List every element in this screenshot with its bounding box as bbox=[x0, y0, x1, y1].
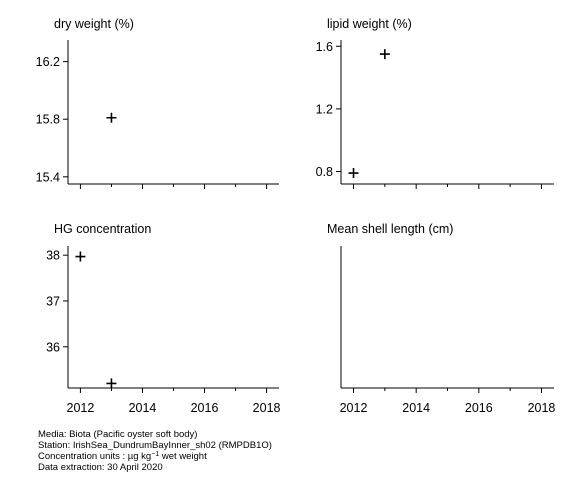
x-tick-label: 2014 bbox=[402, 401, 430, 415]
y-tick-label: 0.8 bbox=[316, 165, 333, 179]
x-tick-label: 2016 bbox=[465, 401, 493, 415]
y-tick-label: 38 bbox=[46, 249, 60, 263]
panel-4: Mean shell length (cm) 2012 2014 2016 2018 bbox=[327, 222, 555, 415]
footer-station: Station: IrishSea_DundrumBayInner_sh02 (… bbox=[38, 440, 272, 451]
x-tick-label: 2014 bbox=[129, 401, 157, 415]
footer-units-sup: −1 bbox=[151, 451, 160, 458]
y-tick-label: 1.2 bbox=[316, 102, 333, 116]
y-tick-label: 37 bbox=[46, 294, 60, 308]
footer-units-prefix: Concentration units : µg kg bbox=[38, 451, 152, 462]
data-point bbox=[106, 378, 117, 389]
footer-media: Media: Biota (Pacific oyster soft body) bbox=[38, 429, 198, 440]
panel-title: HG concentration bbox=[54, 222, 151, 236]
panel-title: lipid weight (%) bbox=[327, 17, 412, 31]
panel-3: HG concentration 36 37 38 2012 2014 2016 2018 bbox=[46, 222, 280, 415]
footer-units: Concentration units : µg kg−1 wet weight bbox=[38, 451, 272, 462]
x-tick-label: 2018 bbox=[528, 401, 556, 415]
footer-extraction: Data extraction: 30 April 2020 bbox=[38, 462, 163, 473]
panel-1: dry weight (%) 15.4 15.8 16.2 bbox=[36, 17, 279, 189]
panel-title: Mean shell length (cm) bbox=[327, 222, 453, 236]
y-tick-label: 16.2 bbox=[36, 55, 60, 69]
footer-units-suffix: wet weight bbox=[159, 451, 207, 462]
x-tick-label: 2018 bbox=[253, 401, 281, 415]
y-tick-label: 36 bbox=[46, 340, 60, 354]
footer-notes: Media: Biota (Pacific oyster soft body) … bbox=[38, 429, 272, 473]
x-tick-label: 2016 bbox=[191, 401, 219, 415]
data-point bbox=[106, 112, 117, 123]
y-tick-label: 15.8 bbox=[36, 113, 60, 127]
x-tick-label: 2012 bbox=[340, 401, 368, 415]
data-point bbox=[379, 49, 390, 60]
data-point bbox=[75, 251, 86, 262]
y-tick-label: 15.4 bbox=[36, 170, 60, 184]
x-tick-label: 2012 bbox=[67, 401, 95, 415]
panel-2: lipid weight (%) 0.8 1.2 1.6 bbox=[316, 17, 554, 189]
panel-title: dry weight (%) bbox=[54, 17, 134, 31]
data-point bbox=[348, 168, 359, 179]
y-tick-label: 1.6 bbox=[316, 40, 333, 54]
